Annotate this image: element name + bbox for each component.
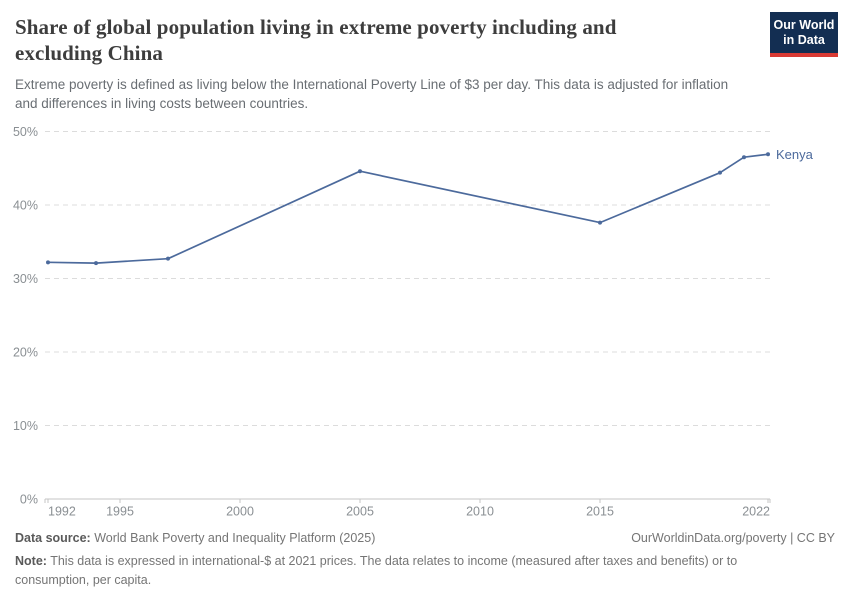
owid-logo[interactable]: Our World in Data (770, 12, 838, 57)
owid-poverty-link[interactable]: OurWorldinData.org/poverty | CC BY (631, 531, 835, 545)
y-tick-label: 30% (13, 272, 38, 286)
license-text: OurWorldinData.org/poverty | CC BY (631, 531, 835, 545)
data-point (46, 260, 50, 265)
owid-logo-box: Our World in Data (770, 12, 838, 53)
data-point (358, 169, 362, 174)
series-end-label[interactable]: Kenya (776, 147, 814, 162)
owid-logo-red-strip (770, 53, 838, 57)
data-point (598, 220, 602, 225)
data-point (766, 152, 770, 157)
x-tick-label: 2010 (466, 505, 494, 519)
y-tick-label: 10% (13, 419, 38, 433)
footer-source-row: Data source: World Bank Poverty and Ineq… (15, 531, 835, 545)
footer-note: Note: This data is expressed in internat… (15, 552, 785, 590)
note-line-1: This data is expressed in international-… (50, 554, 738, 568)
chart-header: Share of global population living in ext… (15, 14, 755, 66)
y-tick-label: 20% (13, 346, 38, 360)
x-tick-label: 2005 (346, 505, 374, 519)
x-tick-label: 1992 (48, 505, 76, 519)
series-line-kenya (47, 153, 769, 264)
title-line-2: excluding China (15, 41, 163, 65)
note-line-2: consumption, per capita. (15, 573, 152, 587)
data-point (94, 261, 98, 266)
x-tick-label: 2022 (742, 505, 770, 519)
y-tick-label: 0% (20, 493, 38, 507)
data-source-value: World Bank Poverty and Inequality Platfo… (94, 531, 376, 545)
x-tick-label: 1995 (106, 505, 134, 519)
subtitle-line-1: Extreme poverty is defined as living bel… (15, 77, 729, 92)
y-tick-label: 50% (13, 125, 38, 139)
data-source-label: Data source: (15, 531, 91, 545)
title-line-1: Share of global population living in ext… (15, 15, 617, 39)
data-point (742, 155, 746, 160)
note-label: Note: (15, 554, 47, 568)
data-point (718, 170, 722, 175)
page-title: Share of global population living in ext… (15, 14, 755, 66)
data-source: Data source: World Bank Poverty and Ineq… (15, 531, 375, 545)
owid-logo-line-2: in Data (783, 33, 825, 47)
owid-logo-line-1: Our World (773, 18, 835, 32)
y-tick-label: 40% (13, 199, 38, 213)
data-point (166, 256, 170, 261)
x-tick-label: 2015 (586, 505, 614, 519)
subtitle-line-2: and differences in living costs between … (15, 96, 309, 111)
chart-subtitle: Extreme poverty is defined as living bel… (15, 75, 825, 113)
x-tick-label: 2000 (226, 505, 254, 519)
